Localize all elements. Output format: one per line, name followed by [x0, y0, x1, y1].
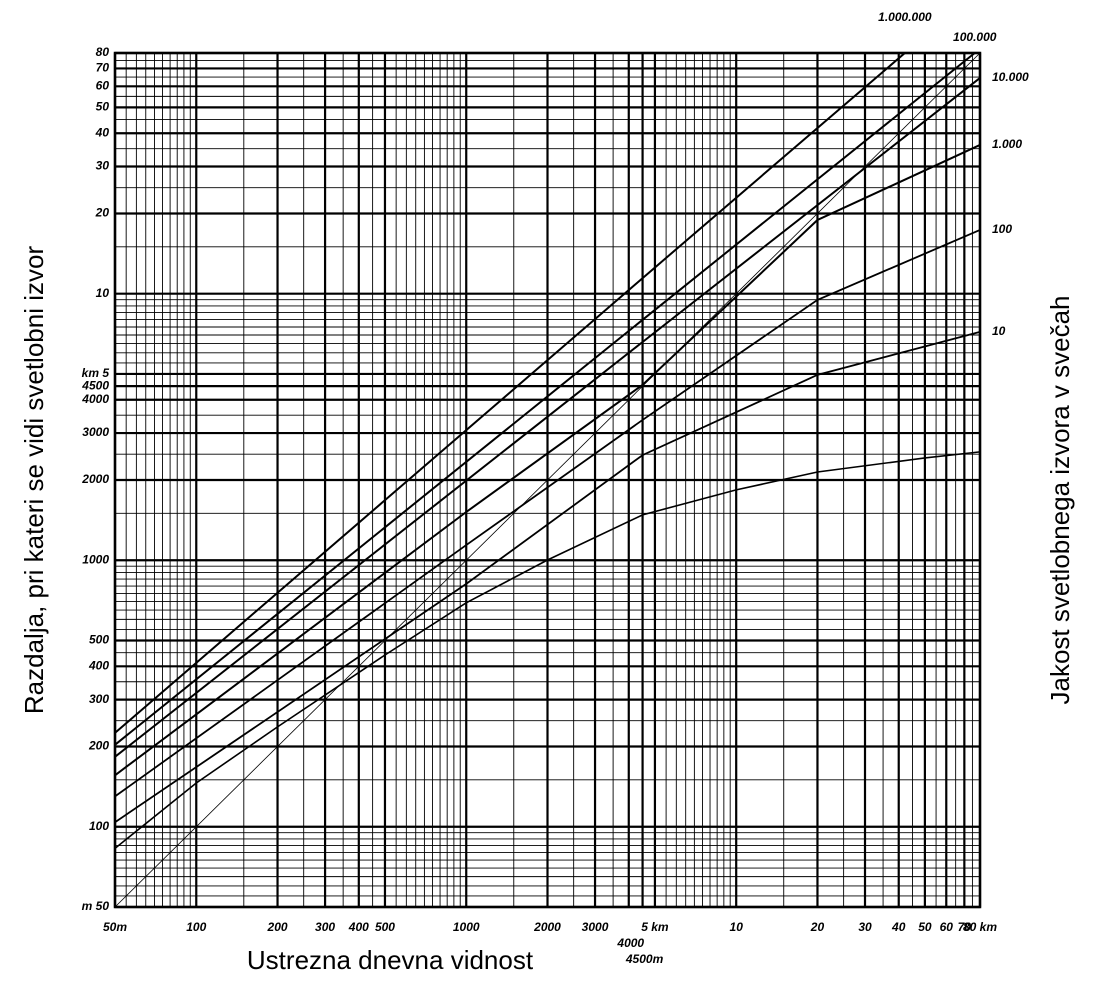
series-line: [114, 52, 906, 734]
series-line: [114, 52, 976, 746]
y2-axis-title: Jakost svetlobnega izvora v svečah: [1045, 296, 1075, 705]
series-line: [114, 52, 981, 908]
x-tick-label: 80 km: [963, 920, 997, 934]
y-tick-label: 80: [96, 45, 110, 59]
y-tick-label: 70: [96, 61, 110, 75]
y-tick-label: m 50: [82, 899, 110, 913]
y-tick-label: 60: [96, 78, 110, 92]
y-tick-label: 10: [96, 286, 110, 300]
series-label: 1.000: [992, 137, 1022, 151]
y-tick-label: km 5: [82, 366, 110, 380]
x-tick-label: 60: [940, 920, 954, 934]
x-tick-label: 2000: [533, 920, 561, 934]
x-tick-label: 400: [348, 920, 369, 934]
series-label: 1.000.000: [878, 10, 932, 24]
y-tick-label: 4500: [81, 378, 109, 392]
x-tick-label: 3000: [582, 920, 609, 934]
y-tick-label: 20: [95, 206, 110, 220]
y-tick-label: 3000: [82, 425, 109, 439]
y-tick-label: 300: [89, 692, 109, 706]
x-tick-label: 200: [267, 920, 288, 934]
x-tick-label: 20: [810, 920, 825, 934]
y-tick-label: 1000: [82, 552, 109, 566]
x-tick-label: 30: [858, 920, 872, 934]
y-tick-label: 50: [96, 100, 110, 114]
x-tick-label: 70: [958, 920, 972, 934]
y-tick-label: 4000: [81, 392, 109, 406]
y-tick-label: 500: [89, 633, 109, 647]
y-tick-label: 200: [88, 739, 109, 753]
x-axis-title: Ustrezna dnevna vidnost: [247, 945, 534, 975]
series-label: 100.000: [953, 30, 997, 44]
x-tick-label: 4000: [616, 936, 644, 950]
y-axis-title: Razdalja, pri kateri se vidi svetlobni i…: [19, 246, 49, 715]
x-tick-label: 10: [730, 920, 744, 934]
x-tick-label: 500: [375, 920, 395, 934]
x-tick-label: 1000: [453, 920, 480, 934]
x-tick-label: 40: [891, 920, 906, 934]
series-line: [114, 77, 981, 758]
y-tick-label: 100: [89, 819, 109, 833]
x-tick-label: 5 km: [641, 920, 669, 934]
series-line: [114, 331, 981, 823]
x-tick-label: 100: [186, 920, 206, 934]
x-tick-label: 50m: [103, 920, 127, 934]
series-line: [114, 451, 981, 849]
y-tick-label: 400: [88, 658, 109, 672]
series-line: [114, 229, 981, 798]
x-tick-label: 4500m: [625, 952, 664, 966]
plot-frame: [113, 51, 982, 909]
series-label: 100: [992, 222, 1012, 236]
y-tick-label: 30: [96, 159, 110, 173]
series-line: [114, 144, 981, 777]
x-tick-label: 300: [315, 920, 335, 934]
x-tick-label: 50: [918, 920, 932, 934]
series-label: 10: [992, 324, 1006, 338]
y-tick-label: 40: [95, 125, 110, 139]
y-tick-label: 2000: [81, 472, 109, 486]
series-label: 10.000: [992, 70, 1029, 84]
